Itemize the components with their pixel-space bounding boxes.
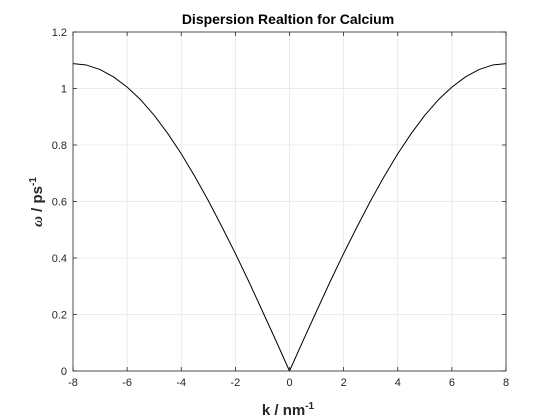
x-tick-label: 8 <box>503 377 509 389</box>
x-tick-label: 6 <box>449 377 455 389</box>
chart-title: Dispersion Realtion for Calcium <box>182 11 394 27</box>
x-tick-label: 4 <box>395 377 401 389</box>
y-tick-label: 0.4 <box>52 253 67 265</box>
y-tick-label: 0 <box>61 366 67 378</box>
x-axis-label-base: k / nm <box>262 402 305 419</box>
y-tick-label: 1 <box>61 84 67 96</box>
y-tick-label: 0.6 <box>52 197 67 209</box>
x-tick-label: 0 <box>286 377 292 389</box>
y-axis-label-base: / ps <box>29 186 46 216</box>
x-axis-label: k / nm-1 <box>262 401 315 419</box>
x-tick-label: -8 <box>68 377 78 389</box>
y-axis-label-omega: ω <box>30 216 46 227</box>
y-axis-label: ω / ps-1 <box>28 177 46 227</box>
tick-labels-group: -8 -6 -4 -2 0 2 4 6 8 0 0.2 0.4 0.6 0.8 1 1.2 <box>52 27 509 389</box>
y-axis-label-superscript: -1 <box>28 177 39 186</box>
ticks-group <box>72 31 507 372</box>
y-tick-label: 1.2 <box>52 27 67 39</box>
x-tick-label: -6 <box>122 377 132 389</box>
x-tick-label: -4 <box>176 377 186 389</box>
x-tick-label: 2 <box>341 377 347 389</box>
x-axis-label-superscript: -1 <box>305 401 314 412</box>
y-tick-label: 0.8 <box>52 140 67 152</box>
x-tick-label: -2 <box>230 377 240 389</box>
y-tick-label: 0.2 <box>52 310 67 322</box>
